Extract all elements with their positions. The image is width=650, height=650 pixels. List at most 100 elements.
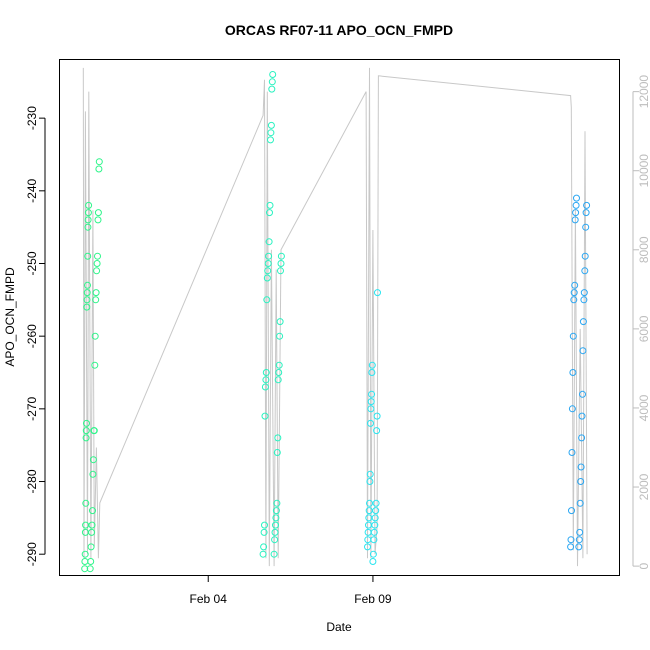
y-tick-label: -270: [25, 396, 39, 420]
data-point: [367, 405, 375, 413]
data-point: [572, 209, 580, 217]
data-point: [84, 209, 92, 217]
x-tick-label: Feb 04: [190, 592, 228, 606]
y-right-tick-label: 10000: [637, 154, 650, 188]
data-point: [576, 499, 584, 507]
data-point: [94, 209, 102, 217]
data-point: [372, 507, 380, 515]
x-axis: Feb 04 Feb 09: [190, 576, 392, 606]
data-point: [83, 419, 90, 427]
data-point: [575, 543, 583, 551]
y-tick-label: -290: [25, 542, 39, 566]
data-point: [262, 369, 270, 376]
data-point: [570, 296, 578, 304]
data-point: [92, 296, 100, 304]
data-point: [274, 434, 282, 442]
data-point: [267, 129, 275, 137]
data-point: [264, 267, 272, 275]
data-point: [260, 528, 268, 536]
data-point: [576, 528, 584, 536]
data-point: [95, 158, 103, 166]
x-axis-label: Date: [326, 620, 352, 634]
data-point: [275, 369, 283, 376]
data-point: [271, 528, 279, 536]
data-point: [267, 121, 275, 129]
data-point: [87, 543, 95, 551]
y-right-tick-label: 12000: [637, 75, 650, 109]
y-tick-label: -240: [25, 178, 39, 202]
data-point: [573, 194, 580, 202]
data-point: [91, 361, 99, 369]
data-point: [567, 536, 575, 544]
data-point: [570, 289, 578, 297]
data-point: [368, 361, 376, 369]
data-point: [273, 449, 281, 456]
data-point: [578, 412, 586, 420]
data-point: [84, 223, 92, 231]
altitude-trace-line: [82, 67, 588, 567]
data-point: [368, 390, 376, 398]
data-point: [366, 499, 373, 507]
data-point: [367, 398, 375, 406]
data-point: [93, 260, 101, 267]
data-point: [369, 558, 377, 565]
y-tick-label: -260: [25, 324, 39, 348]
data-point: [86, 565, 94, 573]
data-point: [263, 296, 271, 304]
data-point: [84, 216, 92, 224]
data-point: [266, 201, 274, 209]
y-axis-left: -290 -280 -270 -260 -250 -240 -230: [25, 106, 46, 566]
data-point: [581, 267, 589, 275]
data-point: [83, 303, 91, 311]
data-point: [262, 376, 270, 384]
data-point: [270, 550, 278, 558]
data-point: [571, 216, 579, 224]
data-point: [272, 507, 280, 515]
data-point: [265, 252, 273, 260]
data-point: [571, 281, 579, 289]
data-point: [271, 536, 279, 544]
data-point: [84, 252, 92, 260]
data-point: [88, 521, 96, 529]
data-point: [370, 536, 378, 544]
data-point: [264, 260, 272, 267]
data-point: [88, 528, 96, 536]
data-point: [267, 136, 274, 144]
y-axis-right: 0 2000 4000 6000 8000 10000 12000: [632, 75, 650, 569]
data-point: [275, 361, 283, 369]
data-point: [261, 412, 269, 420]
data-point: [582, 209, 590, 217]
data-point: [277, 260, 285, 267]
data-point: [568, 507, 575, 515]
data-point: [367, 419, 374, 427]
data-point: [276, 332, 284, 340]
data-point: [83, 296, 91, 304]
data-point: [567, 543, 575, 551]
data-point: [369, 550, 377, 558]
data-point: [82, 434, 90, 442]
y-right-tick-label: 8000: [637, 236, 650, 263]
data-point: [92, 289, 100, 297]
data-point: [583, 201, 591, 209]
data-point: [81, 558, 89, 565]
data-point: [577, 478, 585, 485]
data-point: [261, 383, 269, 391]
data-point: [268, 78, 276, 86]
data-point: [268, 85, 276, 93]
data-point: [91, 332, 99, 340]
data-point: [266, 209, 273, 217]
data-point: [89, 507, 96, 515]
data-point: [260, 543, 268, 551]
data-point: [85, 201, 93, 209]
data-point: [366, 470, 374, 478]
data-point: [273, 499, 281, 507]
data-point: [81, 550, 89, 558]
data-point: [580, 296, 588, 304]
data-point: [272, 514, 280, 522]
data-point: [370, 528, 378, 536]
data-point: [90, 427, 98, 435]
data-point: [368, 369, 376, 376]
data-point: [84, 281, 91, 289]
data-point: [577, 463, 585, 471]
